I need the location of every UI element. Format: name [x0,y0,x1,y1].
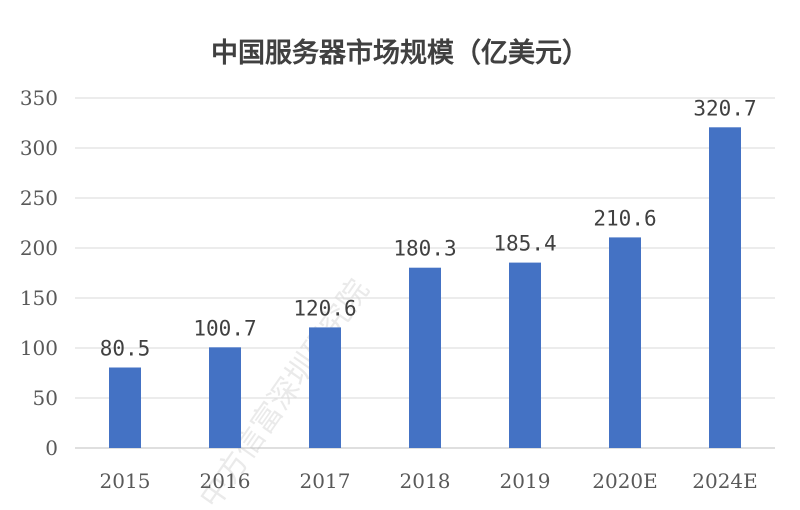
data-label: 185.4 [493,232,556,256]
chart-title: 中国服务器市场规模（亿美元） [211,37,589,69]
bar [109,367,141,448]
data-label: 320.7 [693,96,756,120]
x-tick-label: 2015 [100,469,151,493]
bar [509,262,541,448]
x-tick-label: 2020E [592,469,658,493]
x-tick-label: 2018 [400,469,451,493]
x-tick-label: 2017 [300,469,351,493]
y-axis-tick-labels: 0 50 100 150 200 250 300 350 [20,86,58,460]
bar [209,347,241,448]
y-tick-label: 350 [20,86,58,110]
y-tick-label: 100 [20,336,58,360]
bar [609,237,641,448]
bar [709,127,741,449]
x-tick-label: 2024E [692,469,758,493]
y-tick-label: 50 [33,386,58,410]
y-tick-label: 300 [20,136,58,160]
x-tick-label: 2016 [200,469,251,493]
data-label: 80.5 [100,337,151,361]
bar [409,267,441,448]
x-axis-tick-labels: 2015 2016 2017 2018 2019 2020E 2024E [100,469,758,493]
bars [109,127,741,449]
y-tick-label: 0 [45,436,58,460]
data-label: 210.6 [593,206,656,230]
bar [309,327,341,448]
data-labels: 80.5 100.7 120.6 180.3 185.4 210.6 320.7 [100,96,757,360]
y-tick-label: 200 [20,236,58,260]
data-label: 120.6 [293,296,356,320]
y-tick-label: 250 [20,186,58,210]
data-label: 100.7 [193,316,256,340]
x-tick-label: 2019 [500,469,551,493]
data-label: 180.3 [393,237,456,261]
y-tick-label: 150 [20,286,58,310]
